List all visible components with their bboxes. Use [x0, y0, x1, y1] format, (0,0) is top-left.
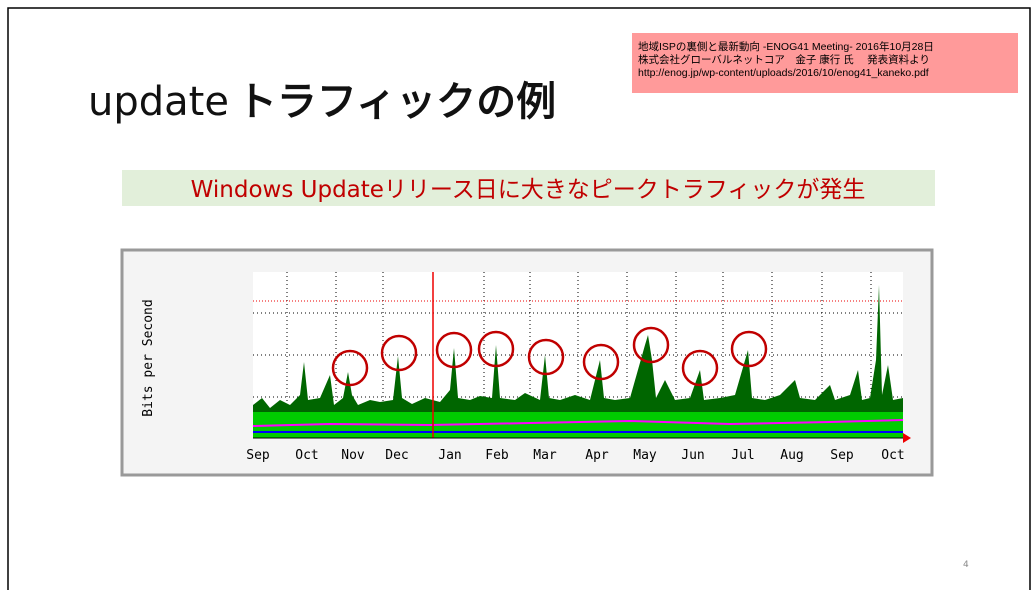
source-line: 株式会社グローバルネットコア 金子 康行 氏 発表資料より — [638, 53, 930, 66]
month-label: Aug — [780, 448, 803, 463]
month-label: Apr — [585, 448, 609, 463]
month-label: Sep — [830, 448, 854, 463]
source-line: http://enog.jp/wp-content/uploads/2016/1… — [638, 67, 929, 79]
month-label: Nov — [341, 448, 365, 463]
source-line: 地域ISPの裏側と最新動向 -ENOG41 Meeting- 2016年10月2… — [638, 40, 934, 53]
page-number: 4 — [963, 560, 969, 570]
month-label: Dec — [385, 448, 408, 463]
month-label: Sep — [246, 448, 270, 463]
source-box — [632, 33, 1018, 93]
peak-circles — [331, 326, 768, 387]
month-label: Oct — [295, 448, 318, 463]
slide-border — [7, 7, 1031, 590]
month-label: Mar — [533, 448, 557, 463]
month-label: Jan — [438, 448, 461, 463]
axis-arrow — [903, 433, 911, 443]
title-en: update — [88, 79, 229, 125]
title-ja: トラフィックの例 — [237, 79, 556, 125]
month-label: Jun — [681, 448, 704, 463]
subtitle-box — [122, 170, 935, 206]
month-label: Feb — [485, 448, 509, 463]
month-labels: Sep Oct Nov Dec Jan Feb Mar Apr May Jun Jul Aug Sep O… — [246, 448, 904, 463]
traffic-out — [252, 419, 904, 427]
month-label: Jul — [731, 448, 754, 463]
traffic-in — [253, 285, 903, 438]
title: update トラフィックの例 — [88, 79, 556, 125]
month-label: May — [633, 448, 657, 463]
subtitle: Windows Updateリリース日に大きなピークトラフィックが発生 — [191, 177, 866, 203]
month-label: Oct — [881, 448, 904, 463]
y-axis-label: Bits per Second — [141, 299, 156, 416]
